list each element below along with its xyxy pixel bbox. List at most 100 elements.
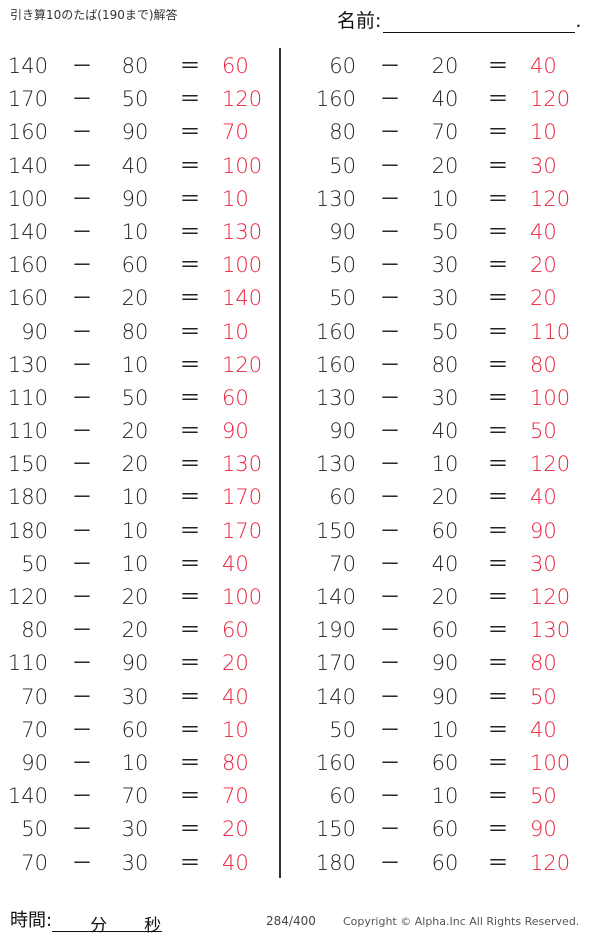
minus-sign: － (379, 319, 401, 344)
minus-sign: － (71, 419, 93, 444)
minus-sign: － (71, 385, 93, 410)
subtrahend: 20 (431, 585, 459, 609)
equals-sign: ＝ (487, 419, 509, 444)
subtrahend: 60 (121, 253, 149, 278)
minus-sign: － (379, 518, 401, 543)
subtrahend: 80 (431, 352, 459, 377)
minus-sign: － (71, 585, 93, 609)
answer: 40 (530, 485, 557, 510)
answer: 40 (530, 717, 557, 742)
subtrahend: 20 (431, 54, 459, 78)
subtrahend: 20 (121, 618, 149, 643)
answer: 20 (530, 253, 557, 278)
answer: 80 (530, 651, 557, 676)
answer: 60 (222, 618, 249, 643)
equals-sign: ＝ (179, 286, 201, 311)
answer: 120 (222, 352, 263, 377)
answer: 60 (222, 54, 249, 78)
answer: 130 (222, 219, 263, 244)
subtrahend: 50 (431, 219, 459, 244)
equals-sign: ＝ (179, 87, 201, 112)
equals-sign: ＝ (487, 120, 509, 145)
minuend: 190 (315, 618, 356, 643)
minuend: 160 (7, 120, 48, 145)
answer: 100 (222, 153, 263, 178)
equals-sign: ＝ (179, 485, 201, 510)
minus-sign: － (379, 54, 401, 78)
answer: 80 (530, 352, 557, 377)
equals-sign: ＝ (487, 585, 509, 609)
subtrahend: 90 (121, 186, 149, 211)
equals-sign: ＝ (179, 54, 201, 78)
minus-sign: － (71, 120, 93, 145)
equals-sign: ＝ (179, 850, 201, 875)
minus-sign: － (71, 352, 93, 377)
minus-sign: － (71, 618, 93, 643)
equals-sign: ＝ (179, 684, 201, 709)
minuend: 160 (7, 253, 48, 278)
minus-sign: － (71, 518, 93, 543)
equals-sign: ＝ (487, 153, 509, 178)
minuend: 50 (329, 253, 356, 278)
minus-sign: － (71, 784, 93, 809)
minuend: 170 (315, 651, 356, 676)
equals-sign: ＝ (487, 286, 509, 311)
answer: 120 (530, 87, 571, 112)
name-blank (383, 14, 576, 33)
subtrahend: 30 (121, 684, 149, 709)
minus-sign: － (71, 551, 93, 576)
subtrahend: 60 (431, 618, 459, 643)
subtrahend: 40 (431, 87, 459, 112)
minus-sign: － (379, 120, 401, 145)
subtrahend: 20 (431, 485, 459, 510)
subtrahend: 50 (121, 385, 149, 410)
equals-sign: ＝ (179, 319, 201, 344)
answer: 100 (530, 750, 571, 775)
time-field: 時間: 分秒 (10, 906, 163, 936)
minus-sign: － (379, 651, 401, 676)
equals-sign: ＝ (179, 551, 201, 576)
subtrahend: 40 (121, 153, 149, 178)
minuend: 80 (329, 120, 356, 145)
answer: 40 (222, 684, 249, 709)
answer: 30 (530, 153, 557, 178)
answer: 50 (530, 419, 557, 444)
minus-sign: － (379, 817, 401, 842)
subtrahend: 10 (431, 452, 459, 477)
minus-sign: － (71, 452, 93, 477)
equals-sign: ＝ (179, 253, 201, 278)
minus-sign: － (379, 750, 401, 775)
minuend: 50 (21, 551, 48, 576)
answer: 50 (530, 684, 557, 709)
answer: 40 (222, 850, 249, 875)
subtrahend: 20 (121, 286, 149, 311)
equals-sign: ＝ (179, 518, 201, 543)
subtrahend: 70 (431, 120, 459, 145)
answer: 80 (222, 750, 249, 775)
answer: 10 (222, 186, 249, 211)
minus-sign: － (71, 717, 93, 742)
equals-sign: ＝ (179, 452, 201, 477)
minuend: 110 (7, 419, 48, 444)
subtrahend: 60 (431, 518, 459, 543)
answer: 120 (530, 850, 571, 875)
minuend: 160 (315, 319, 356, 344)
minuend: 80 (21, 618, 48, 643)
minuend: 50 (329, 286, 356, 311)
answer: 130 (222, 452, 263, 477)
subtrahend: 40 (431, 419, 459, 444)
equals-sign: ＝ (487, 684, 509, 709)
minus-sign: － (379, 452, 401, 477)
answer: 100 (530, 385, 571, 410)
minuend: 90 (329, 219, 356, 244)
minutes-label: 分 (90, 916, 108, 936)
subtrahend: 20 (121, 419, 149, 444)
minuend: 60 (329, 485, 356, 510)
equals-sign: ＝ (179, 120, 201, 145)
minuend: 130 (315, 186, 356, 211)
equals-sign: ＝ (487, 319, 509, 344)
answer: 120 (530, 186, 571, 211)
subtrahend: 10 (431, 186, 459, 211)
minuend: 140 (7, 784, 48, 809)
minus-sign: － (379, 87, 401, 112)
